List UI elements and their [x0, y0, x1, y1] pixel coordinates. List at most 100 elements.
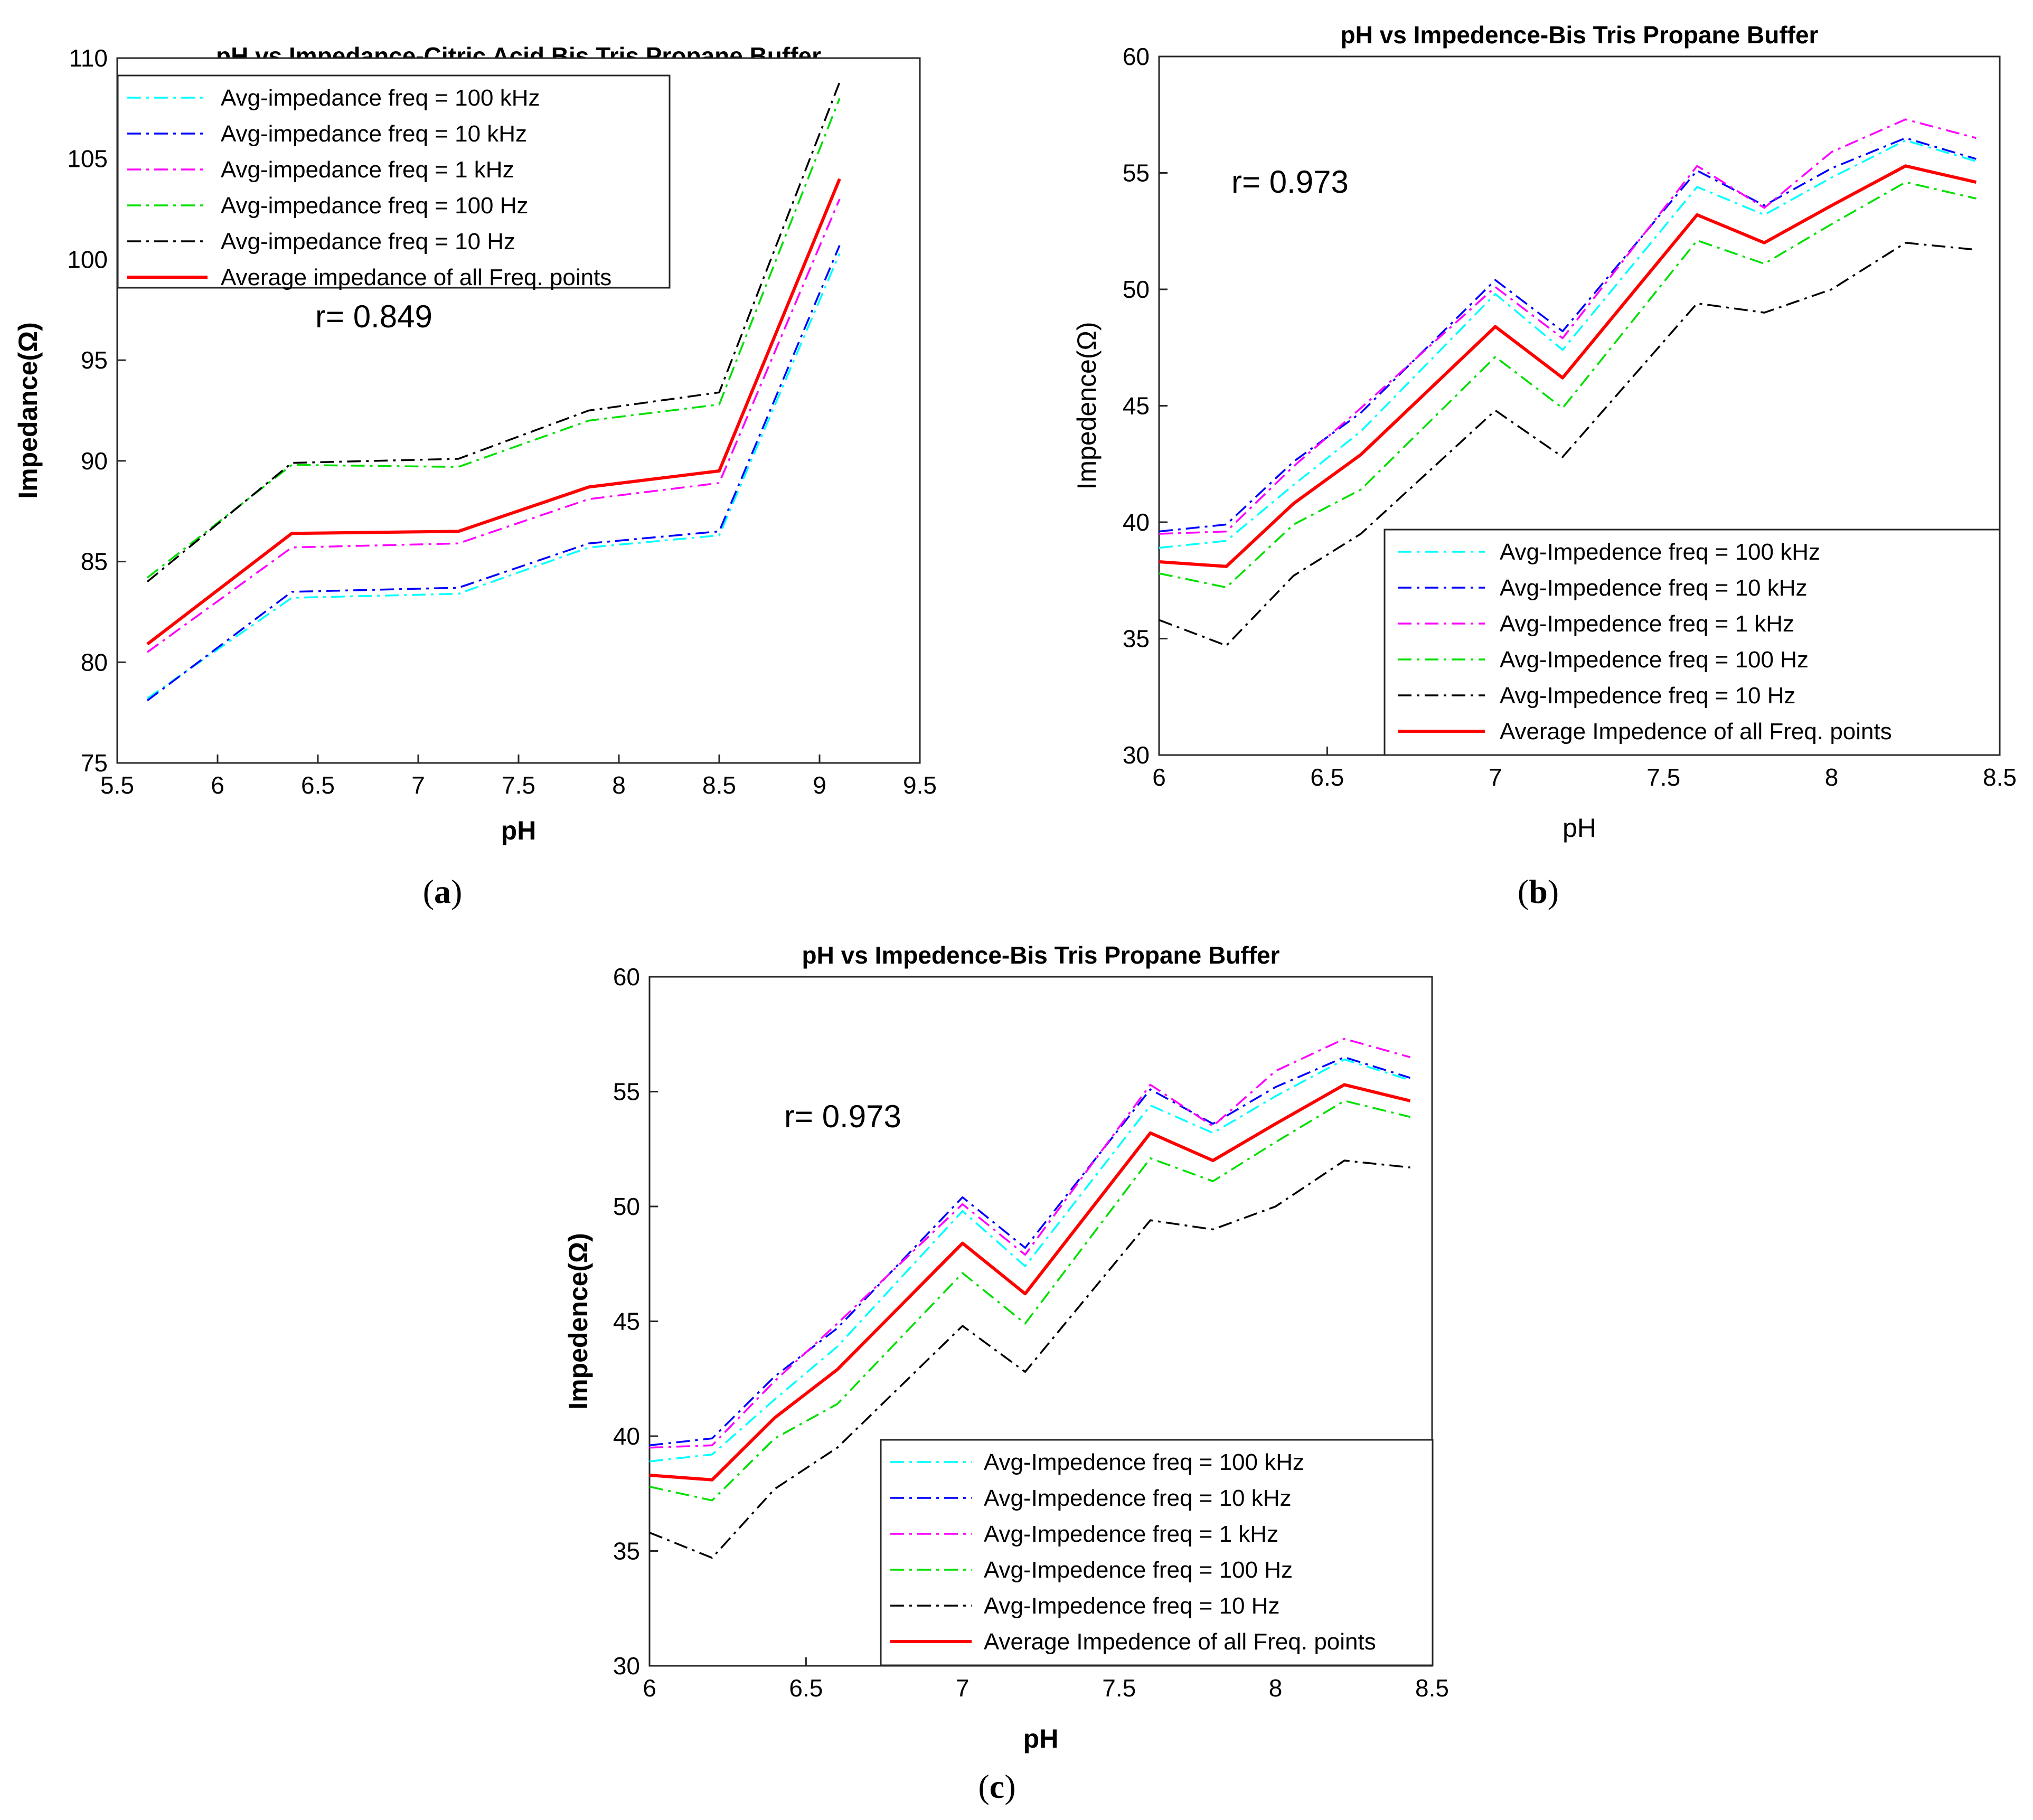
x-tick-label: 5.5 — [100, 771, 134, 799]
x-tick-label: 6 — [643, 1674, 656, 1702]
caption-open-paren: ( — [1518, 873, 1529, 910]
y-tick-label: 100 — [67, 246, 108, 273]
y-tick-label: 85 — [81, 548, 108, 576]
x-tick-label: 8.5 — [1415, 1674, 1449, 1702]
y-tick-label: 35 — [1123, 625, 1150, 653]
series-line-3 — [1159, 118, 1976, 535]
y-axis-label: Impedence(Ω) — [563, 1233, 593, 1410]
y-tick-label: 60 — [1123, 43, 1150, 70]
x-tick-label: 8 — [1269, 1674, 1283, 1702]
y-tick-label: 40 — [1123, 508, 1150, 536]
x-tick-label: 8 — [612, 771, 626, 799]
panel-caption: (a) — [423, 873, 463, 910]
legend-box — [1383, 529, 2001, 756]
x-axis-label: pH — [501, 816, 537, 845]
legend-entry: Avg-Impedence freq = 10 Hz — [1500, 683, 1796, 709]
y-tick-label: 60 — [613, 963, 640, 991]
series-line-5 — [1159, 242, 1976, 647]
chart-panel-b: pH vs Impedence-Bis Tris Propane Buffer 6… — [1072, 21, 2017, 910]
x-axis-label: pH — [1563, 813, 1596, 843]
legend-entry: Average Impedence of all Freq. points — [1500, 719, 1892, 744]
x-tick-label: 7 — [1489, 763, 1502, 791]
series-line-2 — [649, 1056, 1411, 1447]
legend-entry: Average Impedence of all Freq. points — [984, 1629, 1376, 1655]
legend-entry: Avg-impedance freq = 100 kHz — [221, 85, 540, 111]
legend-entry: Avg-Impedence freq = 10 Hz — [984, 1593, 1280, 1619]
y-tick-label: 30 — [1123, 741, 1150, 769]
legend-entry: Avg-Impedence freq = 10 kHz — [1500, 575, 1808, 601]
x-tick-label: 9.5 — [903, 771, 937, 799]
legend-entry: Avg-Impedence freq = 10 kHz — [984, 1485, 1292, 1511]
correlation-annotation: r= 0.973 — [784, 1099, 901, 1134]
series-line-3 — [649, 1038, 1410, 1449]
legend-entry: Avg-Impedence freq = 100 kHz — [984, 1449, 1304, 1475]
y-tick-label: 45 — [613, 1308, 640, 1335]
caption-open-paren: ( — [978, 1768, 989, 1805]
y-tick-label: 55 — [613, 1078, 640, 1106]
x-tick-label: 6 — [211, 771, 224, 799]
series-line-1 — [649, 1058, 1411, 1463]
correlation-annotation: r= 0.973 — [1231, 164, 1349, 200]
legend-box — [880, 1439, 1434, 1666]
caption-open-paren: ( — [423, 873, 434, 910]
series-line-6 — [1159, 164, 1977, 568]
x-tick-label: 6.5 — [1310, 763, 1344, 791]
caption-letter: a — [434, 873, 451, 910]
legend-entry: Avg-Impedence freq = 100 kHz — [1500, 539, 1820, 565]
series-line-6 — [146, 178, 841, 646]
x-tick-label: 7.5 — [502, 771, 535, 799]
legend-entry: Avg-impedance freq = 10 Hz — [221, 229, 515, 254]
x-tick-label: 9 — [813, 771, 826, 799]
legend-entry: Avg-Impedence freq = 1 kHz — [1500, 611, 1794, 637]
series-line-4 — [146, 98, 841, 579]
legend-entry: Avg-impedance freq = 100 Hz — [221, 193, 529, 219]
caption-close-paren: ) — [1004, 1768, 1015, 1805]
series-line-3 — [146, 199, 841, 653]
legend: Avg-impedance freq = 100 kHz Avg-impedanc… — [117, 74, 671, 290]
chart-panel-c: pH vs Impedence-Bis Tris Propane Buffer 6… — [563, 941, 1449, 1805]
legend-entry: Avg-Impedence freq = 1 kHz — [984, 1521, 1278, 1547]
series-line-2 — [1159, 137, 1976, 533]
x-axis-label: pH — [1023, 1724, 1059, 1753]
y-tick-label: 105 — [67, 145, 108, 173]
y-tick-label: 45 — [1123, 392, 1150, 420]
x-tick-label: 7 — [411, 771, 425, 799]
series-line-2 — [146, 245, 841, 702]
y-tick-label: 55 — [1123, 159, 1150, 187]
y-tick-label: 90 — [81, 447, 108, 475]
y-axis-label: Impedence(Ω) — [1072, 322, 1102, 489]
y-tick-label: 50 — [613, 1193, 640, 1220]
chart-panel-a: pH vs Impedance-Citric Acid Bis Tris Pro… — [13, 42, 937, 910]
correlation-annotation: r= 0.849 — [315, 299, 432, 334]
panel-caption: (b) — [1518, 873, 1559, 910]
series-line-5 — [649, 1159, 1410, 1559]
y-tick-label: 95 — [81, 346, 108, 374]
series-line-1 — [1159, 139, 1976, 549]
x-tick-label: 7 — [956, 1674, 970, 1702]
y-tick-label: 35 — [613, 1538, 640, 1565]
y-tick-label: 80 — [81, 648, 108, 676]
y-tick-label: 50 — [1123, 276, 1150, 303]
y-tick-label: 30 — [613, 1652, 640, 1680]
caption-letter: c — [990, 1768, 1004, 1805]
series-line-5 — [146, 82, 841, 583]
legend-entry: Avg-impedance freq = 10 kHz — [221, 121, 527, 147]
series-line-6 — [649, 1083, 1411, 1482]
chart-title: pH vs Impedence-Bis Tris Propane Buffer — [1341, 21, 1819, 49]
y-tick-label: 110 — [69, 44, 108, 72]
series-line-4 — [649, 1100, 1410, 1502]
legend: Avg-Impedence freq = 100 kHz Avg-Impedenc… — [1383, 529, 2001, 756]
caption-close-paren: ) — [451, 873, 462, 910]
x-tick-label: 8.5 — [702, 771, 736, 799]
x-tick-label: 8.5 — [1983, 763, 2017, 791]
chart-title: pH vs Impedence-Bis Tris Propane Buffer — [802, 941, 1280, 969]
legend-entry: Avg-Impedence freq = 100 Hz — [984, 1557, 1293, 1583]
x-tick-label: 6 — [1152, 763, 1166, 791]
x-tick-label: 8 — [1825, 763, 1839, 791]
legend-entry: Avg-Impedence freq = 100 Hz — [1500, 647, 1809, 673]
x-tick-label: 7.5 — [1646, 763, 1680, 791]
legend: Avg-Impedence freq = 100 kHz Avg-Impedenc… — [880, 1439, 1434, 1666]
legend-box — [117, 74, 671, 289]
legend-entry: Average impedance of all Freq. points — [221, 265, 611, 290]
